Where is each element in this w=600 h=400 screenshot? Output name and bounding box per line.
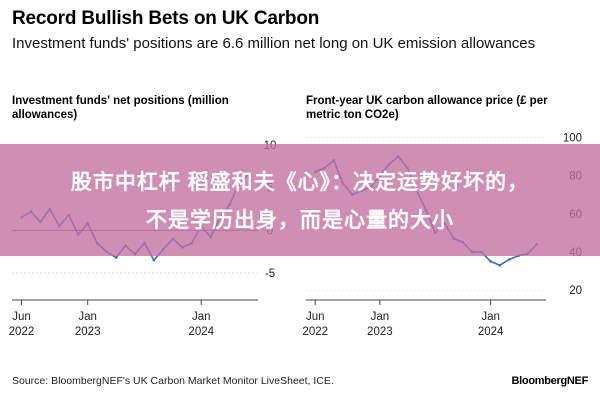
price-xtick-label: 2022 [302,326,328,338]
overlay-banner: 股市中杠杆 稻盛和夫《心》：决定运势好坏的， 不是学历出身，而是心量的大小 [0,144,600,256]
positions-data-point [152,258,156,262]
brand-logo: BloombergNEF [511,375,589,387]
positions-xtick-label: Jun [12,311,31,323]
source-note: Source: BloombergNEF's UK Carbon Market … [12,375,334,387]
panel-title-price: Front-year UK carbon allowance price (£ … [306,95,548,121]
chart-title: Record Bullish Bets on UK Carbon [12,8,320,29]
price-xtick-label: 2024 [478,326,504,338]
positions-xtick-label: Jan [192,311,211,323]
price-data-point [498,263,502,267]
positions-xtick-label: 2024 [188,326,214,338]
price-ytick-label: 100 [563,133,582,145]
positions-data-point [114,256,118,259]
price-data-point [489,260,492,263]
positions-xtick-label: 2022 [9,326,35,338]
panel-title-positions: Investment funds' net positions (million… [12,95,229,121]
banner-line-1: 股市中杠杆 稻盛和夫《心》：决定运势好坏的， [70,171,530,194]
price-xtick-label: Jan [371,311,390,323]
price-ytick-label: 20 [569,285,582,297]
banner-line-2: 不是学历出身，而是心量的大小 [146,209,454,232]
positions-xtick-label: 2023 [75,326,101,338]
price-xtick-label: Jan [481,311,500,323]
price-xtick-label: 2023 [367,326,393,338]
price-data-point [507,258,511,261]
positions-ytick-label: -5 [265,268,275,280]
chart-subtitle: Investment funds' positions are 6.6 mill… [12,35,536,52]
positions-xtick-label: Jan [78,311,97,323]
price-xtick-label: Jun [306,311,325,323]
